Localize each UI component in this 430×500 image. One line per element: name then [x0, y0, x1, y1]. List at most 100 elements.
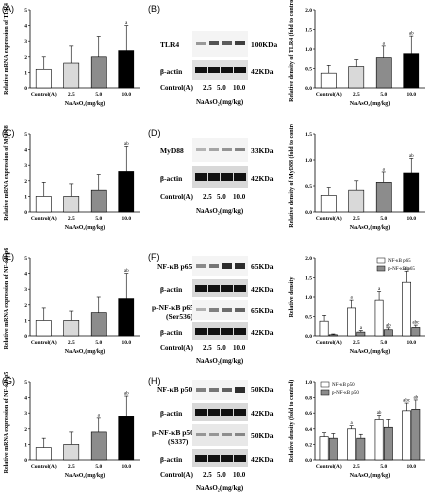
- y-tick-label: 5: [24, 8, 27, 14]
- bar: [374, 299, 384, 337]
- y-tick-label: 1.0: [305, 47, 312, 53]
- xtitle-h: NaAsO₂(mg/kg): [196, 484, 244, 492]
- x-tick-label: 2.5: [353, 216, 360, 222]
- chart-myd88-mrna: Relative mRNA expression of MyD88 0 1 2 3 4 5 C…: [4, 125, 140, 231]
- lane-50-d: 5.0: [217, 193, 226, 201]
- significance-label: abc: [403, 399, 411, 404]
- lane-100-b: 10.0: [233, 84, 246, 92]
- x-tick-label: 2.5: [353, 92, 360, 98]
- bar: [375, 57, 392, 89]
- x-tick-label: 10.0: [121, 92, 131, 98]
- x-tick-label: 10.0: [406, 92, 416, 98]
- lane-25-f: 2.5: [203, 344, 212, 352]
- blot-image-tlr4: [192, 31, 248, 57]
- x-tick-label: Control(A): [31, 91, 57, 98]
- x-axis-label: NaAsO₂(mg/kg): [65, 224, 105, 231]
- blot-image-p65: [192, 256, 248, 276]
- bar: [375, 182, 392, 213]
- y-tick-label: 0: [24, 458, 27, 464]
- chart-tlr4-density: Relative density of TLR4 (fold to contro…: [288, 0, 425, 107]
- kda-pp65: 65KDa: [251, 306, 274, 315]
- y-tick-label: 4: [24, 272, 27, 278]
- legend-entry: p-NF-κB p65: [388, 267, 415, 272]
- panel-label-f: (F): [148, 252, 160, 262]
- y-axis-label: Relative mRNA expression of MyD88: [4, 125, 10, 221]
- y-tick-label: 0.5: [305, 184, 312, 190]
- x-tick-label: 2.5: [68, 464, 75, 470]
- significance-label: ab: [409, 32, 414, 37]
- bar: [320, 195, 337, 213]
- chart-myd88-density: Relative density of MyD88 (fold to contr…: [288, 124, 425, 231]
- x-axis-label: NaAsO₂(mg/kg): [65, 100, 105, 107]
- x-tick-label: 10.0: [406, 340, 416, 346]
- bar: [118, 298, 135, 337]
- legend-swatch: [320, 389, 330, 396]
- kda-p65: 65KDa: [251, 262, 274, 271]
- blot-image-actin-d: [192, 166, 248, 188]
- x-tick-label: 10.0: [406, 216, 416, 222]
- bar: [319, 436, 329, 461]
- blot-label-tlr4: TLR4: [160, 40, 180, 49]
- blot-label-actin-f2: β-actin: [160, 328, 183, 337]
- lane-100-d: 10.0: [233, 193, 246, 201]
- kda-myd88: 33KDa: [251, 146, 274, 155]
- bar: [411, 327, 421, 337]
- y-tick-label: 1.0: [305, 295, 312, 301]
- panel-label-c: (C): [2, 128, 15, 138]
- lane-ctrl-b: Control(A): [160, 84, 193, 92]
- x-tick-label: 5.0: [380, 340, 387, 346]
- y-axis-label: Relative mRNA expression of NF-κB p50: [4, 372, 10, 473]
- lane-50-h: 5.0: [217, 471, 226, 479]
- x-tick-label: 5.0: [95, 92, 102, 98]
- y-tick-label: 5: [24, 380, 27, 386]
- y-axis-label: Relative density (fold to control): [288, 380, 295, 463]
- blot-image-actin-b: [192, 60, 248, 80]
- y-axis-label: Relative density of MyD88 (fold to contr…: [288, 124, 295, 228]
- blot-label-actin-h2: β-actin: [160, 455, 183, 464]
- bar: [328, 437, 338, 461]
- kda-actin-h1: 42KDa: [251, 409, 274, 418]
- bar: [403, 172, 420, 213]
- x-axis-label: NaAsO₂(mg/kg): [350, 224, 390, 231]
- bar: [347, 428, 357, 461]
- significance-label: ab: [386, 323, 391, 328]
- panel-label-h: (H): [148, 376, 161, 386]
- legend-swatch: [376, 265, 386, 272]
- bar: [403, 53, 420, 89]
- panel-label-d: (D): [148, 128, 161, 138]
- bar: [35, 68, 52, 89]
- significance-label: ab: [124, 142, 129, 147]
- y-tick-label: 2: [24, 427, 27, 433]
- x-tick-label: Control(A): [31, 339, 57, 346]
- bar: [90, 189, 107, 213]
- y-tick-label: 0.0: [305, 86, 312, 92]
- kda-tlr4: 100KDa: [251, 40, 278, 49]
- lane-100-f: 10.0: [233, 344, 246, 352]
- bar: [63, 444, 80, 461]
- kda-pp50: 50KDa: [251, 431, 274, 440]
- y-tick-label: 0: [24, 334, 27, 340]
- bar: [347, 307, 357, 337]
- y-axis-label: Relative density of TLR4 (fold to contro…: [288, 0, 295, 102]
- chart-tlr4-mrna: Relative mRNA expression of TLR4 0 1 2 3 4 5 Co…: [4, 3, 140, 107]
- y-tick-label: 0.0: [305, 458, 312, 464]
- significance-label: ab: [377, 411, 382, 416]
- x-tick-label: Control(A): [316, 215, 342, 222]
- x-tick-label: 2.5: [68, 340, 75, 346]
- blot-image-actin-f2: [192, 322, 248, 340]
- blot-label-actin-h1: β-actin: [160, 409, 183, 418]
- bar: [320, 72, 337, 89]
- y-tick-label: 0.5: [305, 67, 312, 73]
- bar: [402, 410, 411, 461]
- y-tick-label: 5: [24, 132, 27, 138]
- lane-50-b: 5.0: [217, 84, 226, 92]
- bar: [118, 171, 135, 213]
- y-axis-label: Relative mRNA expression of NF-κB p65: [4, 248, 10, 349]
- kda-actin-b: 42KDa: [251, 67, 274, 76]
- bar: [383, 329, 393, 337]
- blot-image-pp50: [192, 424, 248, 446]
- lane-25-d: 2.5: [203, 193, 212, 201]
- kda-actin-h2: 42KDa: [251, 455, 274, 464]
- bar: [90, 431, 107, 461]
- blot-image-p50: [192, 380, 248, 400]
